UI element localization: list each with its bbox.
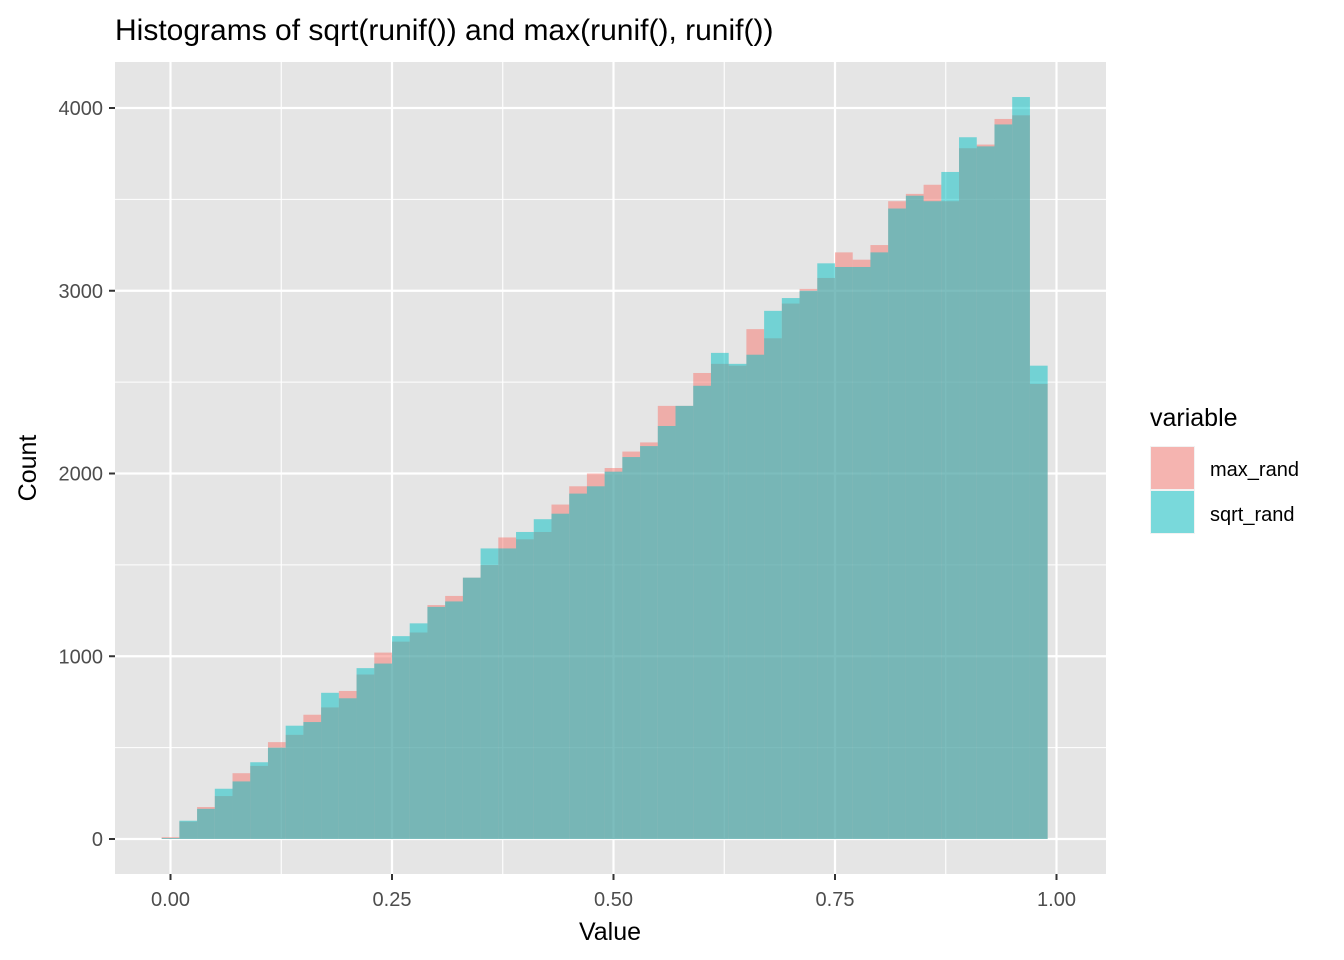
bar-sqrt-rand [622, 457, 641, 839]
x-tick-label: 0.50 [594, 889, 633, 911]
bar-sqrt-rand [374, 663, 392, 839]
bar-sqrt-rand [764, 310, 782, 839]
bar-sqrt-rand [586, 486, 605, 839]
bar-sqrt-rand [214, 788, 233, 839]
bar-sqrt-rand [303, 722, 322, 839]
x-tick-label: 0.00 [151, 889, 190, 911]
y-tick-label: 4000 [59, 98, 104, 120]
bar-sqrt-rand [693, 385, 711, 839]
legend-label-max-rand: max_rand [1210, 459, 1299, 481]
x-axis-ticks: 0.00 0.25 0.50 0.75 1.00 [151, 874, 1076, 911]
bar-sqrt-rand [321, 692, 339, 839]
bar-sqrt-rand [870, 252, 889, 839]
bar-sqrt-rand [959, 137, 977, 840]
y-tick-label: 0 [92, 829, 103, 851]
bar-sqrt-rand [516, 531, 534, 839]
bar-sqrt-rand [462, 577, 481, 839]
bar-sqrt-rand [161, 838, 180, 839]
bar-sqrt-rand [852, 266, 871, 839]
bar-sqrt-rand [445, 601, 463, 839]
bar-sqrt-rand [1012, 97, 1030, 839]
legend-swatch-max-rand [1151, 447, 1194, 489]
bar-sqrt-rand [392, 636, 410, 839]
bar-sqrt-rand [285, 725, 304, 839]
bar-sqrt-rand [409, 623, 428, 839]
bar-sqrt-rand [338, 698, 357, 839]
bar-sqrt-rand [427, 606, 446, 839]
bar-sqrt-rand [976, 146, 995, 839]
histogram-bars [161, 97, 1048, 840]
bar-sqrt-rand [923, 201, 942, 839]
bar-sqrt-rand [267, 747, 286, 839]
y-tick-label: 1000 [59, 646, 104, 668]
bar-sqrt-rand [533, 519, 552, 839]
x-tick-label: 0.25 [373, 889, 412, 911]
legend-label-sqrt-rand: sqrt_rand [1210, 504, 1295, 526]
bar-sqrt-rand [728, 363, 747, 839]
legend: variable max_rand sqrt_rand [1150, 404, 1299, 534]
bar-sqrt-rand [817, 263, 835, 839]
bar-sqrt-rand [569, 493, 587, 839]
bar-sqrt-rand [179, 820, 198, 839]
bar-sqrt-rand [710, 352, 729, 839]
x-tick-label: 0.75 [816, 889, 855, 911]
bar-sqrt-rand [250, 762, 268, 839]
bar-sqrt-rand [197, 808, 215, 839]
bar-sqrt-rand [835, 266, 853, 839]
x-axis-title: Value [579, 918, 641, 946]
bar-sqrt-rand [888, 208, 906, 839]
bar-sqrt-rand [232, 781, 251, 839]
bar-sqrt-rand [781, 298, 800, 839]
legend-swatch-sqrt-rand [1151, 491, 1194, 533]
bar-sqrt-rand [905, 195, 924, 840]
bar-sqrt-rand [640, 446, 658, 839]
bar-sqrt-rand [941, 171, 960, 839]
bar-sqrt-rand [604, 471, 623, 839]
y-tick-label: 3000 [59, 281, 104, 303]
bar-sqrt-rand [1029, 365, 1048, 839]
bar-sqrt-rand [799, 290, 818, 839]
bar-sqrt-rand [551, 513, 570, 839]
bar-sqrt-rand [675, 405, 694, 839]
y-axis-title: Count [14, 435, 42, 502]
legend-title: variable [1150, 404, 1238, 432]
chart-title: Histograms of sqrt(runif()) and max(runi… [115, 14, 773, 47]
bar-sqrt-rand [356, 668, 375, 839]
bar-sqrt-rand [994, 124, 1013, 839]
x-tick-label: 1.00 [1037, 889, 1076, 911]
bar-sqrt-rand [498, 548, 517, 839]
y-tick-label: 2000 [59, 464, 104, 486]
bar-sqrt-rand [657, 425, 676, 839]
bar-sqrt-rand [480, 548, 499, 839]
y-axis-ticks: 0 1000 2000 3000 4000 [59, 98, 115, 851]
bar-sqrt-rand [746, 354, 765, 839]
